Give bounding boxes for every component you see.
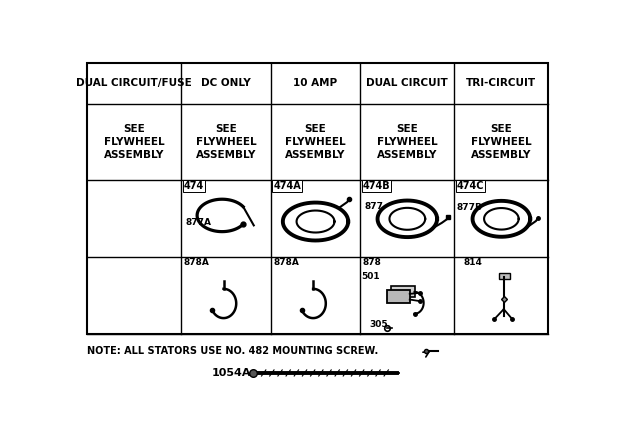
Text: SEE
FLYWHEEL
ASSEMBLY: SEE FLYWHEEL ASSEMBLY <box>196 124 256 160</box>
Text: TRI-CIRCUIT: TRI-CIRCUIT <box>466 78 536 88</box>
Text: SEE
FLYWHEEL
ASSEMBLY: SEE FLYWHEEL ASSEMBLY <box>285 124 346 160</box>
Text: 474: 474 <box>184 181 204 191</box>
Bar <box>391 286 415 297</box>
Text: 878A: 878A <box>184 258 210 267</box>
Text: 474B: 474B <box>363 181 391 191</box>
Text: 877: 877 <box>364 202 383 211</box>
Text: 877A: 877A <box>185 218 211 227</box>
Text: 814: 814 <box>464 258 483 267</box>
Bar <box>87 63 548 334</box>
Text: SEE
FLYWHEEL
ASSEMBLY: SEE FLYWHEEL ASSEMBLY <box>377 124 438 160</box>
Text: 501: 501 <box>361 272 380 281</box>
Text: DUAL CIRCUIT/FUSE: DUAL CIRCUIT/FUSE <box>76 78 192 88</box>
Text: SEE
FLYWHEEL
ASSEMBLY: SEE FLYWHEEL ASSEMBLY <box>104 124 164 160</box>
Text: DC ONLY: DC ONLY <box>201 78 251 88</box>
Text: 305: 305 <box>369 320 388 329</box>
Text: SEE
FLYWHEEL
ASSEMBLY: SEE FLYWHEEL ASSEMBLY <box>471 124 532 160</box>
Text: DUAL CIRCUIT: DUAL CIRCUIT <box>366 78 448 88</box>
Text: 877B: 877B <box>457 203 482 213</box>
Text: 878A: 878A <box>273 258 299 267</box>
Text: 878: 878 <box>363 258 381 267</box>
Text: 474A: 474A <box>273 181 301 191</box>
Text: NOTE: ALL STATORS USE NO. 482 MOUNTING SCREW.: NOTE: ALL STATORS USE NO. 482 MOUNTING S… <box>87 346 378 356</box>
Bar <box>499 273 510 279</box>
Text: 474C: 474C <box>457 181 484 191</box>
Bar <box>387 290 410 303</box>
Text: 10 AMP: 10 AMP <box>293 78 337 88</box>
Text: 1054A: 1054A <box>212 368 252 378</box>
